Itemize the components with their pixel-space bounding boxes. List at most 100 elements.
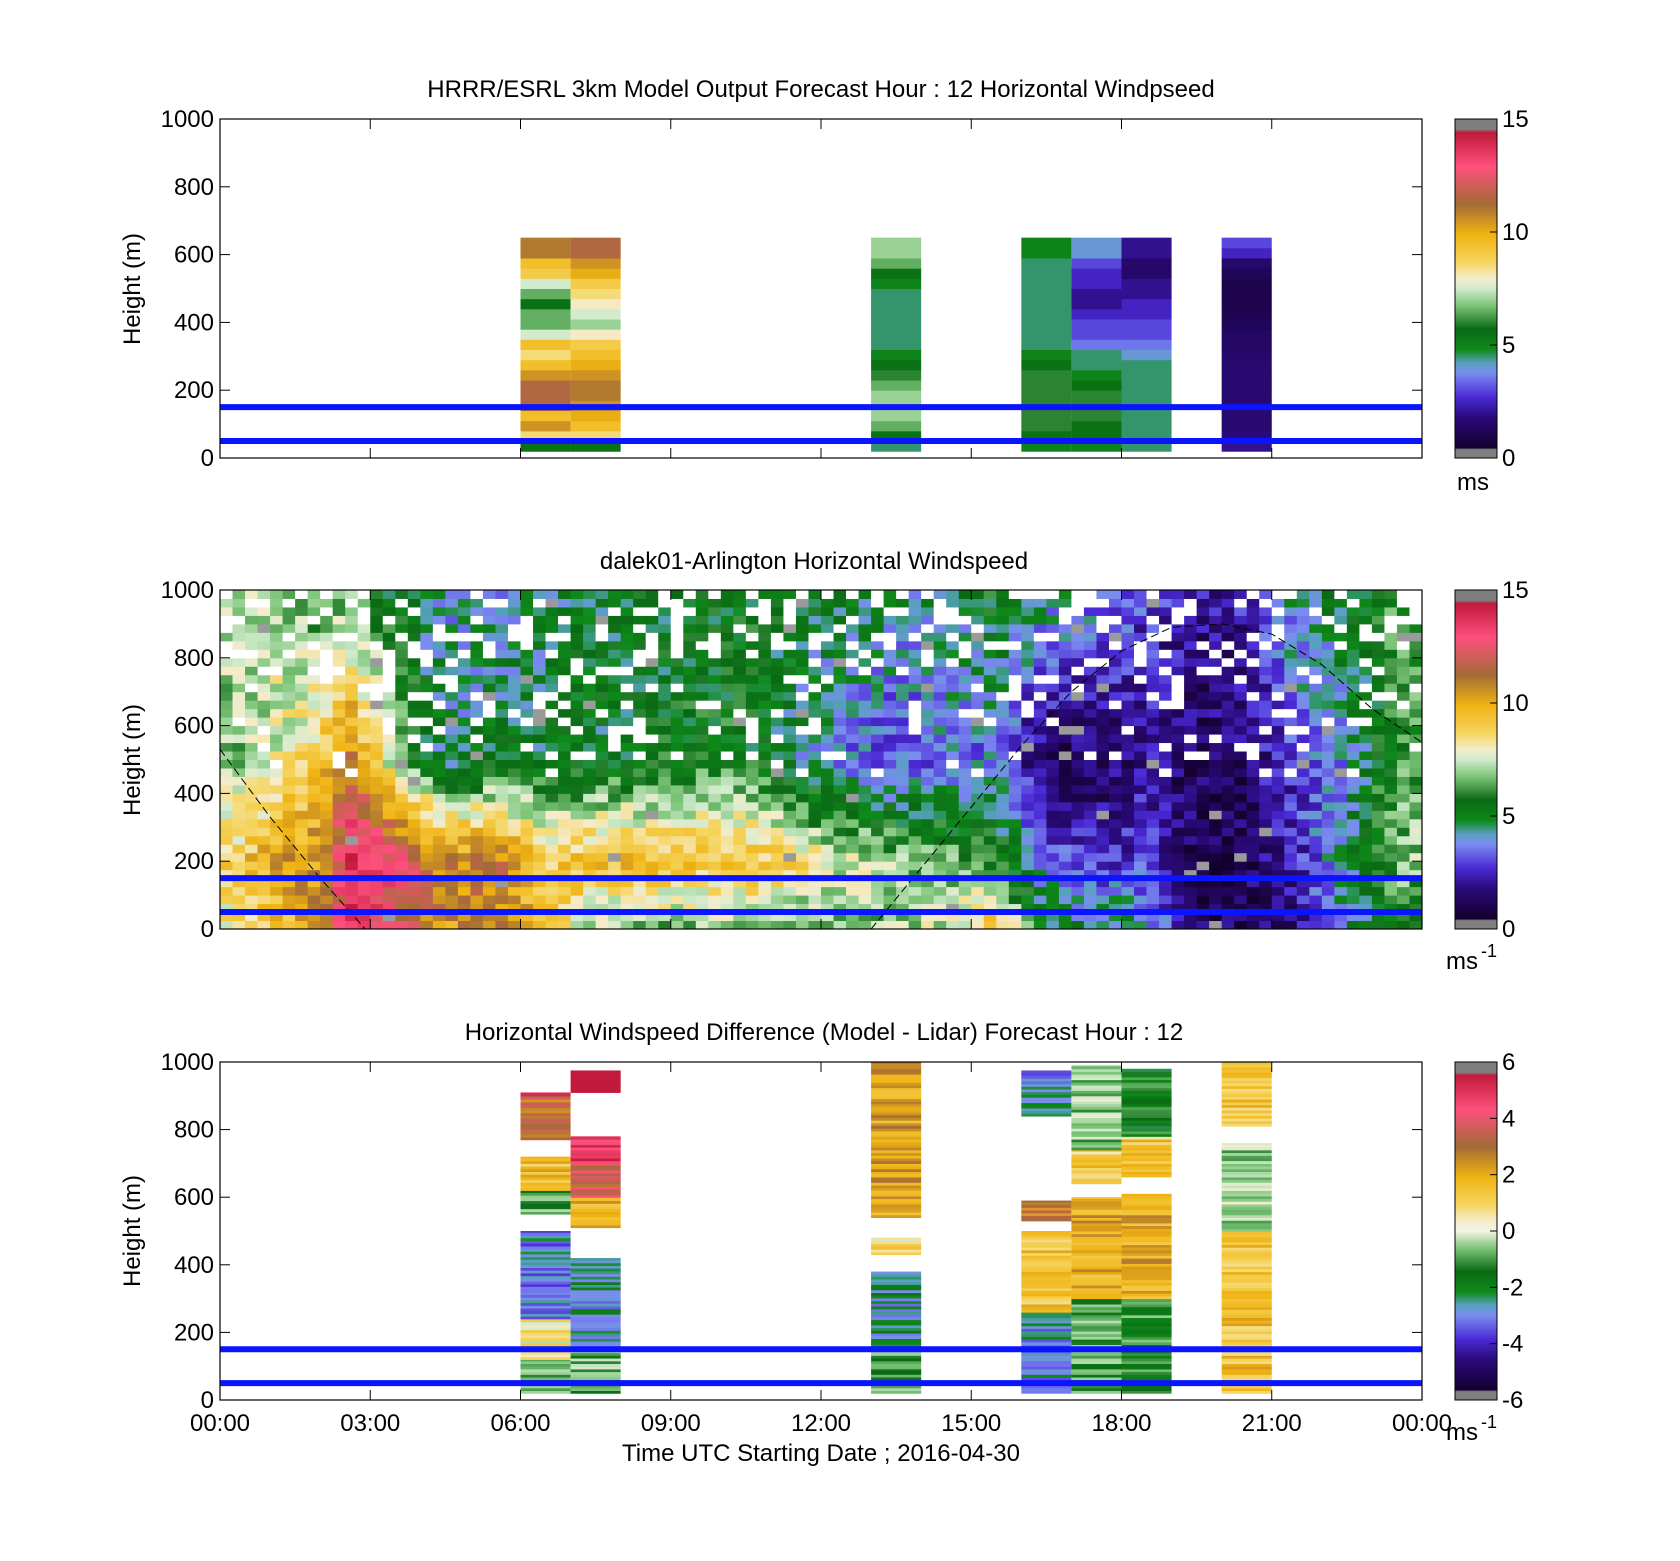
heatmap-cell — [1221, 920, 1235, 929]
heatmap-cell — [1334, 912, 1348, 922]
heatmap-cell — [520, 1243, 571, 1247]
heatmap-cell — [933, 666, 947, 676]
heatmap-cell — [821, 725, 835, 735]
heatmap-cell — [1146, 606, 1160, 616]
heatmap-cell — [1021, 1255, 1072, 1259]
heatmap-cell — [858, 708, 872, 718]
heatmap-cell — [783, 810, 797, 820]
heatmap-cell — [1334, 886, 1348, 896]
heatmap-cell — [1196, 590, 1210, 599]
heatmap-cell — [1121, 1371, 1172, 1375]
heatmap-cell — [1121, 1355, 1172, 1359]
heatmap-cell — [1246, 784, 1260, 794]
heatmap-cell — [595, 793, 609, 803]
heatmap-cell — [670, 683, 684, 693]
heatmap-cell — [883, 632, 897, 642]
heatmap-cell — [570, 1333, 621, 1337]
heatmap-cell — [783, 844, 797, 854]
heatmap-cell — [1146, 886, 1160, 896]
heatmap-cell — [245, 776, 259, 786]
heatmap-cell — [1359, 878, 1373, 888]
heatmap-cell — [1134, 878, 1148, 888]
heatmap-cell — [520, 1310, 571, 1314]
heatmap-cell — [1021, 308, 1072, 320]
heatmap-cell — [382, 657, 396, 667]
heatmap-cell — [1021, 1231, 1072, 1235]
heatmap-cell — [320, 869, 334, 879]
heatmap-cell — [1121, 1268, 1172, 1273]
heatmap-cell — [1309, 869, 1323, 879]
heatmap-cell — [220, 903, 234, 913]
heatmap-cell — [1246, 700, 1260, 710]
heatmap-cell — [720, 734, 734, 744]
heatmap-cell — [821, 598, 835, 608]
heatmap-cell — [570, 1160, 621, 1164]
heatmap-cell — [695, 767, 709, 777]
heatmap-cell — [520, 1262, 571, 1266]
heatmap-cell — [720, 861, 734, 871]
heatmap-cell — [382, 912, 396, 922]
heatmap-cell — [570, 1200, 621, 1204]
heatmap-cell — [846, 623, 860, 633]
heatmap-cell — [871, 1187, 922, 1191]
heatmap-cell — [1309, 767, 1323, 777]
heatmap-cell — [1196, 886, 1210, 896]
heatmap-cell — [307, 615, 321, 625]
heatmap-cell — [983, 793, 997, 803]
heatmap-cell — [1296, 674, 1310, 684]
heatmap-cell — [520, 725, 534, 735]
heatmap-cell — [1021, 278, 1072, 289]
heatmap-cell — [533, 598, 547, 608]
heatmap-cell — [407, 912, 421, 922]
heatmap-cell — [295, 852, 309, 862]
heatmap-cell — [795, 742, 809, 752]
heatmap-cell — [858, 666, 872, 676]
heatmap-cell — [1221, 1274, 1272, 1278]
colorbar-tick-label: 6 — [1502, 1049, 1515, 1076]
heatmap-cell — [382, 895, 396, 905]
heatmap-cell — [821, 759, 835, 769]
heatmap-cell — [445, 649, 459, 659]
heatmap-cell — [921, 878, 935, 888]
heatmap-cell — [1083, 623, 1097, 633]
heatmap-cell — [620, 666, 634, 676]
heatmap-cell — [407, 606, 421, 616]
heatmap-cell — [432, 895, 446, 905]
heatmap-cell — [1071, 1074, 1122, 1078]
heatmap-cell — [495, 861, 509, 871]
heatmap-cell — [1159, 640, 1173, 650]
x-tick-label: 06:00 — [490, 1410, 550, 1437]
heatmap-cell — [382, 590, 396, 599]
heatmap-cell — [1071, 1090, 1122, 1094]
heatmap-cell — [407, 708, 421, 718]
heatmap-cell — [1259, 793, 1273, 803]
heatmap-cell — [1184, 920, 1198, 929]
heatmap-cell — [958, 844, 972, 854]
heatmap-cell — [495, 878, 509, 888]
heatmap-cell — [1021, 606, 1035, 616]
heatmap-cell — [345, 818, 359, 828]
heatmap-cell — [1221, 1236, 1272, 1240]
heatmap-cell — [520, 1256, 571, 1260]
heatmap-cell — [1234, 878, 1248, 888]
heatmap-cell — [245, 598, 259, 608]
heatmap-cell — [1134, 640, 1148, 650]
heatmap-cell — [1071, 1203, 1122, 1208]
heatmap-cell — [1071, 784, 1085, 794]
heatmap-cell — [1146, 590, 1160, 599]
heatmap-cell — [507, 632, 521, 642]
heatmap-cell — [658, 700, 672, 710]
heatmap-cell — [320, 767, 334, 777]
heatmap-cell — [1134, 801, 1148, 811]
heatmap-cell — [1121, 751, 1135, 760]
heatmap-cell — [220, 674, 234, 684]
heatmap-cell — [833, 674, 847, 684]
heatmap-cell — [1359, 835, 1373, 845]
heatmap-cell — [708, 827, 722, 837]
heatmap-cell — [795, 590, 809, 599]
heatmap-cell — [1359, 717, 1373, 727]
heatmap-cell — [1384, 708, 1398, 718]
heatmap-cell — [395, 666, 409, 676]
heatmap-cell — [1196, 818, 1210, 828]
heatmap-cell — [1046, 632, 1060, 642]
